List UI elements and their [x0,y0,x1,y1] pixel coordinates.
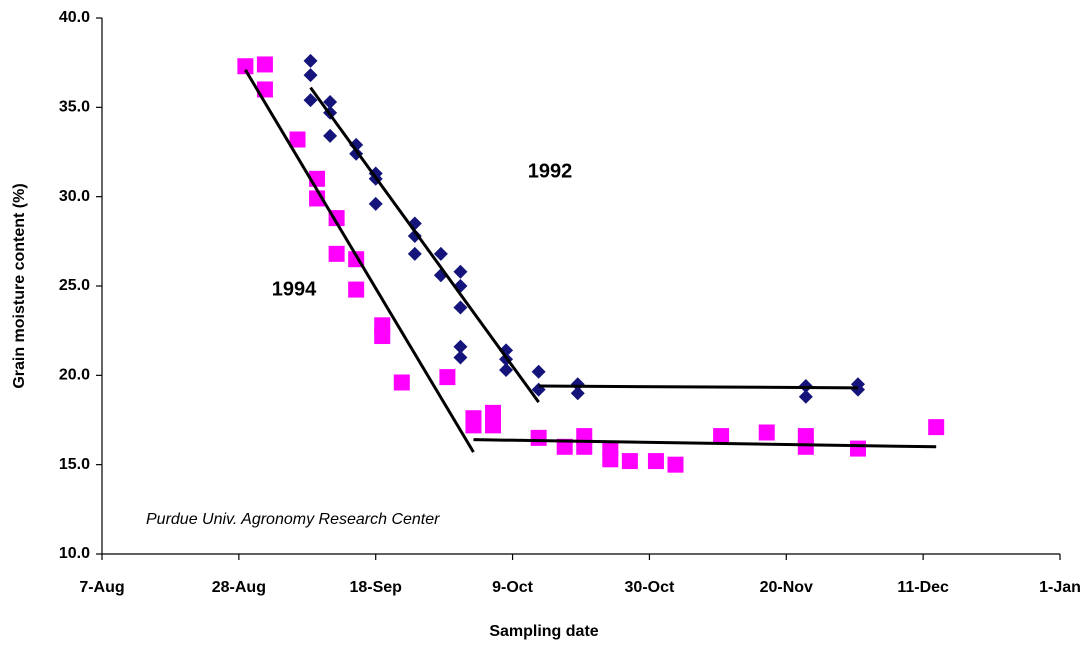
point [798,389,813,404]
point [928,419,945,436]
point [556,438,573,455]
point [328,245,345,262]
x-tick-label: 1-Jan [1039,579,1081,596]
y-tick-label: 25.0 [59,277,90,294]
point [797,438,814,455]
point [485,417,502,434]
y-axis-title: Grain moisture content (%) [11,183,28,388]
series-label: 1992 [528,160,573,182]
point [303,68,318,83]
point [667,456,684,473]
y-tick-label: 30.0 [59,188,90,205]
y-tick-label: 10.0 [59,545,90,562]
point [349,137,364,152]
point [303,53,318,68]
point [303,93,318,108]
point [465,417,482,434]
x-tick-label: 30-Oct [625,579,675,596]
x-tick-label: 11-Dec [897,579,949,596]
point [530,429,547,446]
point [368,196,383,211]
point [850,382,865,397]
point [256,56,273,73]
x-tick-label: 18-Sep [349,579,402,596]
y-tick-label: 20.0 [59,367,90,384]
point [485,404,502,421]
point [439,369,456,386]
point [453,339,468,354]
point [323,94,338,109]
point [602,451,619,468]
x-tick-label: 20-Nov [760,579,813,596]
y-tick-label: 35.0 [59,99,90,116]
point [647,453,664,470]
point [849,440,866,457]
trend-line [538,384,858,390]
x-tick-label: 7-Aug [79,579,124,596]
point [237,58,254,75]
point [453,350,468,365]
point [758,424,775,441]
trend-line [244,69,475,453]
point [713,428,730,445]
annotation: Purdue Univ. Agronomy Research Center [146,511,440,528]
point [374,328,391,345]
point [499,362,514,377]
point [407,246,422,261]
point [407,228,422,243]
point [570,386,585,401]
point [348,281,365,298]
point [289,131,306,148]
point [433,246,448,261]
trend-line [309,86,540,404]
trend-line [473,438,937,449]
point [323,128,338,143]
x-axis-title: Sampling date [489,623,598,640]
point [531,364,546,379]
x-tick-label: 9-Oct [492,579,534,596]
series-label: 1994 [272,278,317,300]
y-tick-label: 15.0 [59,456,90,473]
point [393,374,410,391]
point [621,453,638,470]
point [453,264,468,279]
y-tick-label: 40.0 [59,9,90,26]
x-tick-label: 28-Aug [212,579,266,596]
point [453,300,468,315]
